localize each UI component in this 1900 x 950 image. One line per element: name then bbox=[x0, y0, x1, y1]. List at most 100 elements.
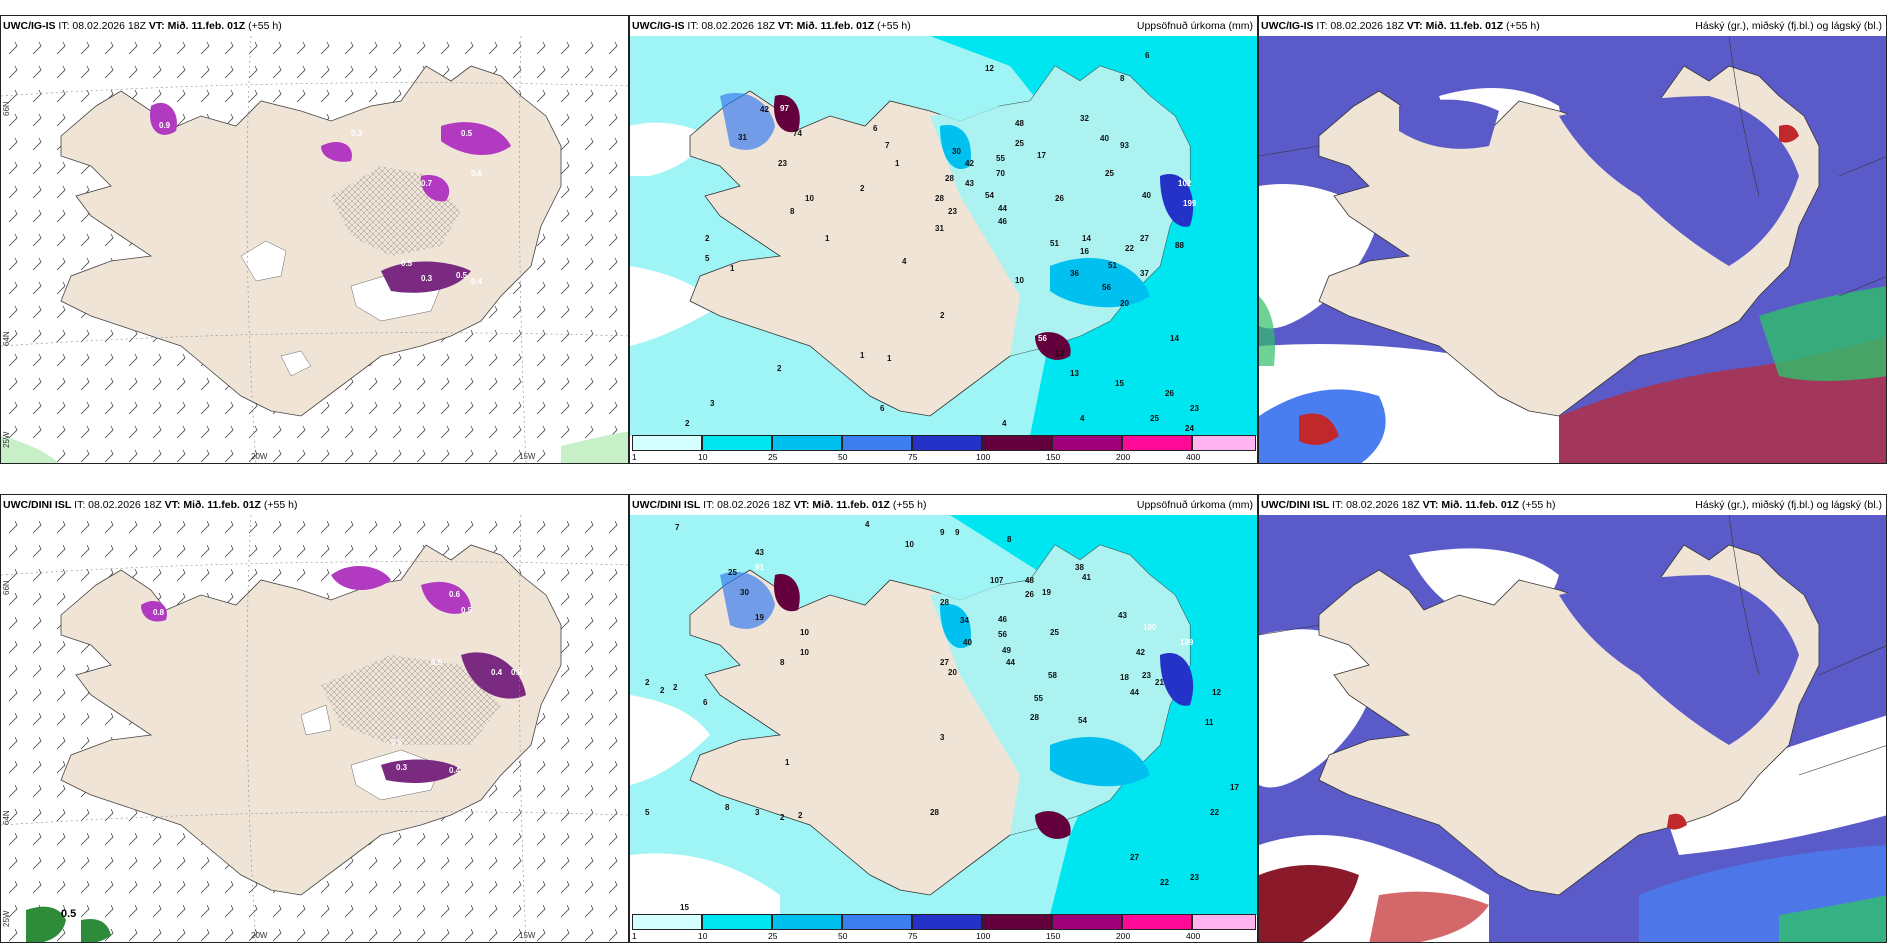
wind-barb bbox=[176, 113, 186, 127]
wind-barb bbox=[608, 113, 618, 127]
cloud-map[interactable] bbox=[1259, 36, 1887, 464]
wind-barb bbox=[536, 401, 546, 415]
wind-barb bbox=[8, 712, 18, 726]
precip-label: 102 bbox=[1178, 179, 1192, 188]
precip-label: 40 bbox=[963, 638, 972, 647]
wind-barb bbox=[560, 425, 570, 439]
wind-barb bbox=[56, 736, 66, 750]
precip-label: 20 bbox=[1120, 299, 1129, 308]
wind-barb bbox=[8, 880, 18, 894]
wind-barb bbox=[128, 856, 138, 870]
wind-barb bbox=[152, 377, 162, 391]
lat-label: 64N bbox=[2, 331, 11, 346]
wind-barb bbox=[8, 592, 18, 606]
wind-barb bbox=[608, 185, 618, 199]
wind-barb bbox=[200, 89, 210, 103]
wind-barb bbox=[608, 616, 618, 630]
wind-barb bbox=[224, 425, 234, 439]
wind-barb bbox=[56, 329, 66, 343]
wind-barb bbox=[80, 880, 90, 894]
wind-barb bbox=[392, 904, 402, 918]
precip-label: 13 bbox=[1070, 369, 1079, 378]
precip-map[interactable]: 42 97 74 31 23 10 8 6 7 1 2 1 2 5 1 4 2 … bbox=[630, 36, 1258, 464]
wind-barb bbox=[128, 928, 138, 942]
wind-barb bbox=[32, 161, 42, 175]
wind-barb bbox=[32, 760, 42, 774]
wind-barb bbox=[200, 904, 210, 918]
wind-map[interactable]: 0.9 0.3 0.5 0.7 0.6 0.5 0.3 0.5 0.4 bbox=[1, 36, 629, 464]
wind-barb bbox=[56, 688, 66, 702]
wind-barb bbox=[296, 89, 306, 103]
precip-label: 9 bbox=[955, 528, 960, 537]
precip-label: 32 bbox=[1080, 114, 1089, 123]
wind-barb bbox=[608, 760, 618, 774]
wind-contour-label: 0.9 bbox=[159, 121, 171, 130]
wind-barb bbox=[608, 736, 618, 750]
wind-barb bbox=[416, 832, 426, 846]
wind-barb bbox=[56, 592, 66, 606]
wind-barb bbox=[560, 377, 570, 391]
wind-contour-label: 0.5 bbox=[391, 738, 403, 747]
wind-barb bbox=[368, 65, 378, 79]
wind-contour-label: 0.5 bbox=[461, 606, 473, 615]
wind-barb bbox=[200, 41, 210, 55]
wind-map[interactable]: 0.6 0.5 0.8 0.4 0.6 0.5 0.3 0.4 0.5 0.5 bbox=[1, 515, 629, 943]
wind-barb bbox=[440, 401, 450, 415]
wind-barb bbox=[32, 664, 42, 678]
precip-label: 14 bbox=[1170, 334, 1179, 343]
precip-label: 38 bbox=[1075, 563, 1084, 572]
wind-contour-label: 0.4 bbox=[471, 277, 483, 286]
wind-barb bbox=[560, 520, 570, 534]
wind-barb bbox=[608, 329, 618, 343]
wind-barb bbox=[536, 736, 546, 750]
wind-barb bbox=[608, 880, 618, 894]
wind-barb bbox=[488, 401, 498, 415]
precip-label: 42 bbox=[1136, 648, 1145, 657]
wind-barb bbox=[152, 568, 162, 582]
wind-barb bbox=[536, 233, 546, 247]
wind-contour-label: 0.5 bbox=[401, 259, 413, 268]
wind-barb bbox=[584, 568, 594, 582]
precip-label: 6 bbox=[873, 124, 878, 133]
precip-label: 17 bbox=[1230, 783, 1239, 792]
wind-barb bbox=[104, 856, 114, 870]
colorbar-tick: 200 bbox=[1116, 931, 1131, 941]
wind-barb bbox=[104, 520, 114, 534]
wind-barb bbox=[8, 161, 18, 175]
precip-map[interactable]: 7 4 10 9 9 8 43 25 91 30 19 10 10 8 2 6 … bbox=[630, 515, 1258, 943]
wind-barb bbox=[128, 520, 138, 534]
precip-label: 30 bbox=[740, 588, 749, 597]
wind-barb bbox=[512, 305, 522, 319]
wind-barb bbox=[368, 449, 378, 463]
wind-barb bbox=[440, 377, 450, 391]
precip-label: 43 bbox=[1118, 611, 1127, 620]
wind-barb bbox=[200, 520, 210, 534]
wind-barb bbox=[512, 856, 522, 870]
wind-contour-label: 0.3 bbox=[421, 274, 433, 283]
wind-barb bbox=[608, 712, 618, 726]
wind-barb bbox=[56, 257, 66, 271]
wind-barb bbox=[584, 353, 594, 367]
colorbar-swatch bbox=[1122, 914, 1192, 930]
cloud-map[interactable] bbox=[1259, 515, 1887, 943]
wind-barb bbox=[464, 808, 474, 822]
precip-label: 43 bbox=[755, 548, 764, 557]
precip-label: 19 bbox=[755, 613, 764, 622]
wind-barb bbox=[176, 41, 186, 55]
wind-barb bbox=[320, 449, 330, 463]
wind-barb bbox=[512, 401, 522, 415]
wind-barb bbox=[536, 41, 546, 55]
colorbar-swatch bbox=[1052, 914, 1122, 930]
colorbar-swatch bbox=[842, 435, 912, 451]
wind-contour-label: 0.5 bbox=[431, 658, 443, 667]
wind-barb bbox=[56, 377, 66, 391]
wind-barb bbox=[392, 928, 402, 942]
precip-label: 7 bbox=[675, 523, 680, 532]
wind-barb bbox=[8, 113, 18, 127]
wind-barb bbox=[56, 832, 66, 846]
colorbar-swatch bbox=[632, 914, 702, 930]
wind-barb bbox=[488, 904, 498, 918]
wind-barb bbox=[560, 904, 570, 918]
wind-barb bbox=[272, 65, 282, 79]
wind-barb bbox=[248, 41, 258, 55]
